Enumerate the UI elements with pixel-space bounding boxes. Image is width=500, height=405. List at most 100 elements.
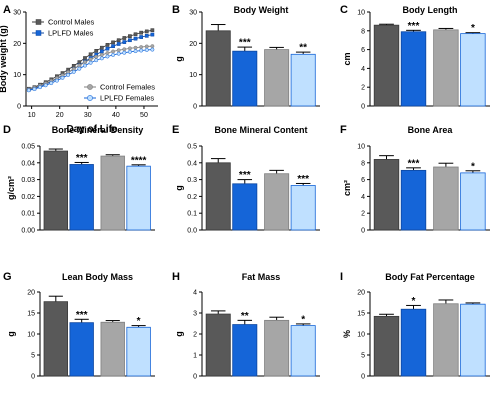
y-tick-label: 0	[193, 374, 197, 381]
bar	[290, 325, 316, 377]
legend-marker	[87, 84, 93, 90]
bar	[232, 50, 258, 107]
y-axis-label: g	[174, 56, 184, 62]
data-point	[116, 51, 121, 56]
y-tick-label: 0.2	[187, 194, 197, 201]
bar	[433, 29, 459, 107]
bar	[264, 49, 290, 107]
data-point	[99, 45, 104, 50]
y-tick-label: 20	[189, 41, 197, 48]
y-tick-label: 6	[361, 47, 365, 54]
panel-letter: D	[3, 124, 11, 136]
panel-title: Body Weight	[234, 5, 289, 15]
y-tick-label: 8	[361, 28, 365, 35]
bar	[205, 162, 231, 231]
panel-letter: H	[172, 271, 180, 283]
significance-marker: ***	[76, 310, 88, 321]
bar	[126, 165, 151, 231]
bar	[100, 321, 125, 377]
x-tick-label: 50	[140, 112, 148, 119]
bar	[290, 53, 316, 107]
data-point	[139, 35, 143, 39]
y-tick-label: 0	[361, 374, 365, 381]
y-tick-label: 15	[27, 311, 35, 318]
y-tick-label: 10	[357, 10, 365, 17]
data-point	[111, 52, 116, 57]
y-tick-label: 30	[189, 10, 197, 17]
significance-marker: *	[301, 314, 305, 325]
bar	[232, 183, 258, 231]
data-point	[77, 60, 82, 64]
data-point	[105, 43, 110, 47]
significance-marker: ***	[408, 21, 420, 32]
y-tick-label: 0	[31, 374, 35, 381]
data-point	[128, 38, 132, 43]
data-point	[83, 60, 87, 65]
bar	[400, 31, 427, 107]
bar	[100, 155, 125, 231]
y-tick-label: 20	[27, 290, 35, 297]
data-point	[94, 58, 99, 63]
significance-marker: ***	[239, 38, 251, 49]
bar	[264, 173, 290, 231]
legend-label: LPLFD Females	[100, 94, 154, 103]
bar	[460, 303, 486, 377]
y-tick-label: 4	[361, 194, 365, 201]
bar	[460, 33, 486, 107]
bar	[69, 164, 94, 231]
data-point	[122, 50, 127, 55]
y-tick-label: 1	[193, 353, 197, 360]
data-point	[139, 48, 144, 53]
y-axis-label: cm	[342, 52, 352, 65]
bar	[373, 24, 400, 107]
data-point	[105, 54, 110, 59]
significance-marker: *	[471, 23, 475, 34]
data-point	[77, 66, 82, 71]
data-point	[122, 40, 127, 44]
bar	[43, 150, 69, 231]
data-point	[88, 60, 93, 65]
legend-label: Control Females	[100, 83, 155, 92]
data-point	[111, 44, 115, 49]
data-point	[122, 47, 127, 52]
significance-marker: **	[241, 311, 249, 322]
panel-letter: A	[3, 4, 11, 16]
panel-letter: I	[340, 271, 343, 283]
data-point	[43, 83, 48, 88]
data-point	[150, 44, 155, 49]
significance-marker: *	[412, 296, 416, 307]
legend-marker	[35, 30, 42, 36]
data-point	[99, 52, 104, 57]
bar	[205, 313, 231, 377]
significance-marker: ****	[131, 155, 147, 166]
y-tick-label: 0	[361, 228, 365, 235]
data-point	[111, 49, 116, 54]
y-axis-label: g	[6, 331, 16, 337]
bar	[126, 326, 151, 377]
data-point	[139, 45, 144, 50]
data-point	[144, 29, 149, 34]
y-axis-label: %	[342, 330, 352, 338]
y-tick-label: 0.1	[187, 211, 197, 218]
data-point	[144, 47, 149, 52]
x-tick-label: 20	[56, 112, 64, 119]
x-tick-label: 10	[28, 112, 36, 119]
data-point	[127, 49, 132, 54]
data-point	[88, 57, 93, 62]
panel-title: Fat Mass	[242, 272, 281, 282]
y-axis-label: cm²	[342, 180, 352, 196]
panel-title: Bone Mineral Density	[52, 125, 144, 135]
bar	[232, 324, 258, 377]
panel-letter: F	[340, 124, 347, 136]
y-tick-label: 3	[193, 311, 197, 318]
data-point	[94, 54, 99, 59]
y-tick-label: 0.4	[187, 160, 197, 167]
data-point	[71, 64, 76, 68]
panel-a: A 0 10 20 30 10 20 30 40 50 Day of Life Body weight…	[0, 4, 158, 135]
data-point	[26, 88, 31, 93]
significance-marker: ***	[408, 158, 420, 169]
significance-marker: *	[471, 161, 475, 172]
data-point	[105, 51, 110, 55]
bar	[433, 166, 459, 231]
